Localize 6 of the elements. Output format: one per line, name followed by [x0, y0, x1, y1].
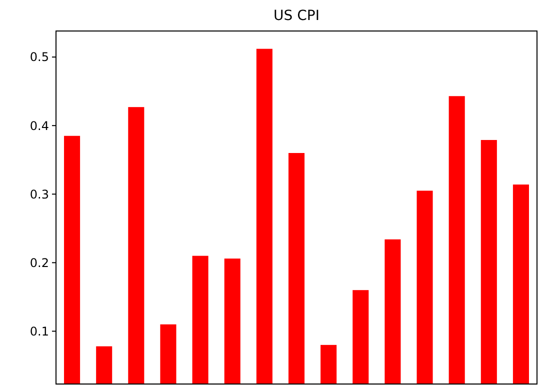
y-tick-label: 0.4: [30, 118, 49, 133]
chart-title: US CPI: [274, 8, 320, 24]
y-tick-label: 0.1: [30, 324, 49, 338]
y-tick-label: 0.2: [30, 256, 49, 270]
y-tick-label: 0.5: [30, 50, 49, 64]
y-tick-label: 0.3: [30, 187, 49, 202]
